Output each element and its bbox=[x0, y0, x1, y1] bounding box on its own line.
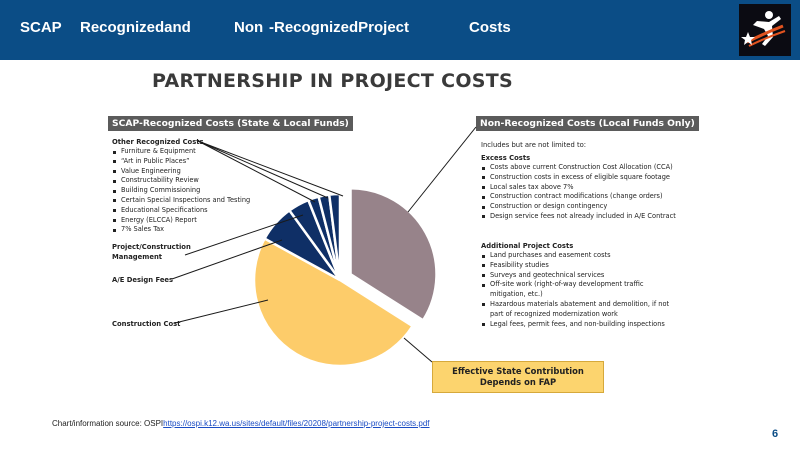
pm-label-line1: Project/Construction bbox=[112, 243, 191, 251]
header-word-non: Non bbox=[234, 19, 264, 36]
pie-slice-other-recognized-costs-3 bbox=[327, 192, 342, 281]
leader-line-construction bbox=[174, 299, 269, 324]
list-item: Certain Special Inspections and Testing bbox=[112, 196, 250, 206]
header-word-costs: Costs bbox=[469, 19, 511, 36]
fap-line1: Effective State Contribution bbox=[452, 366, 584, 376]
list-item: Legal fees, permit fees, and non-buildin… bbox=[481, 320, 669, 330]
list-item: Construction or design contingency bbox=[481, 202, 676, 212]
leader-line-ae bbox=[171, 239, 283, 280]
header-bar: SCAP Recognizedand Non -RecognizedProjec… bbox=[0, 0, 800, 60]
page-title: PARTNERSHIP IN PROJECT COSTS bbox=[152, 70, 514, 92]
list-item: Construction costs in excess of eligible… bbox=[481, 173, 676, 183]
list-item: Hazardous materials abatement and demoli… bbox=[481, 300, 669, 310]
pie-slices bbox=[252, 186, 438, 368]
additional-costs-list: Land purchases and easement costs Feasib… bbox=[481, 251, 669, 329]
page-number: 6 bbox=[772, 428, 779, 440]
pie-slice-non-recognized-costs bbox=[349, 186, 438, 323]
other-recognized-title: Other Recognized Costs bbox=[112, 138, 204, 146]
non-recognized-costs-header: Non-Recognized Costs (Local Funds Only) bbox=[476, 116, 699, 131]
list-item: Local sales tax above 7% bbox=[481, 183, 676, 193]
pie-slice-construction-cost bbox=[252, 236, 415, 368]
list-item: Costs above current Construction Cost Al… bbox=[481, 163, 676, 173]
list-item: Value Engineering bbox=[112, 167, 250, 177]
list-item: Surveys and geotechnical services bbox=[481, 271, 669, 281]
header-word-scap: SCAP bbox=[20, 19, 62, 36]
source-prefix: Chart/information source: OSPI bbox=[52, 419, 164, 428]
header-word-recognized: Recognizedand bbox=[80, 19, 191, 36]
leader-line-pm bbox=[184, 214, 304, 256]
list-item: Feasibility studies bbox=[481, 261, 669, 271]
list-item: Furniture & Equipment bbox=[112, 147, 250, 157]
excess-costs-title: Excess Costs bbox=[481, 154, 531, 162]
logo bbox=[739, 4, 791, 56]
list-item: 7% Sales Tax bbox=[112, 225, 250, 235]
leader-line-other bbox=[197, 140, 344, 197]
construction-cost-label: Construction Cost bbox=[112, 320, 181, 328]
list-item: Land purchases and easement costs bbox=[481, 251, 669, 261]
list-item: mitigation, etc.) bbox=[490, 290, 543, 299]
source-link[interactable]: https://ospi.k12.wa.us/sites/default/fil… bbox=[163, 419, 430, 428]
star-figure-icon bbox=[741, 11, 786, 47]
recognized-costs-header: SCAP-Recognized Costs (State & Local Fun… bbox=[108, 116, 353, 131]
fap-line2: Depends on FAP bbox=[479, 377, 557, 387]
leader-line-other-3 bbox=[197, 140, 316, 203]
source-footer: Chart/information source: OSPIhttps://os… bbox=[52, 419, 430, 428]
list-item: Design service fees not already included… bbox=[481, 212, 676, 222]
list-item: Energy (ELCCA) Report bbox=[112, 216, 250, 226]
additional-costs-title: Additional Project Costs bbox=[481, 242, 574, 250]
leader-lines bbox=[171, 126, 477, 363]
other-recognized-list: Furniture & Equipment “Art in Public Pla… bbox=[112, 147, 250, 235]
list-item: Educational Specifications bbox=[112, 206, 250, 216]
leader-line-other-2 bbox=[197, 140, 329, 199]
list-item: “Art in Public Places” bbox=[112, 157, 250, 167]
pm-label-line2: Management bbox=[112, 253, 163, 261]
ae-fees-label: A/E Design Fees bbox=[112, 276, 174, 284]
list-item: Construction contract modifications (cha… bbox=[481, 192, 676, 202]
list-item: Building Commissioning bbox=[112, 186, 250, 196]
list-item: Constructability Review bbox=[112, 176, 250, 186]
leader-line-fap bbox=[403, 337, 433, 363]
list-item: Off-site work (right-of-way development … bbox=[481, 280, 669, 290]
leader-line-non-recognized bbox=[407, 126, 477, 213]
excess-costs-list: Costs above current Construction Cost Al… bbox=[481, 163, 676, 222]
list-item: part of recognized modernization work bbox=[490, 309, 618, 318]
fap-box: Effective State Contribution Depends on … bbox=[432, 361, 604, 393]
includes-text: Includes but are not limited to: bbox=[481, 141, 587, 149]
header-word-nonrecognized: -RecognizedProject bbox=[269, 19, 410, 36]
